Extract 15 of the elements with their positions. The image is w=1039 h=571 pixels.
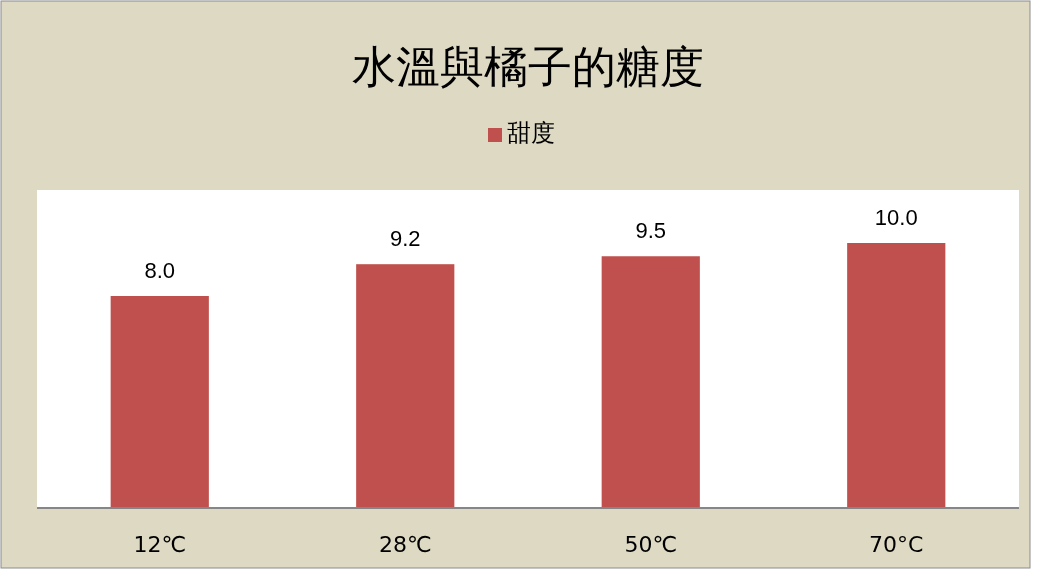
- bar: [847, 243, 946, 508]
- x-tick-label: 70°C: [869, 532, 924, 557]
- data-label: 9.5: [635, 218, 667, 244]
- chart-title: 水溫與橘子的糖度: [352, 41, 704, 92]
- legend: 甜度: [488, 119, 555, 147]
- x-tick-label: 50℃: [624, 532, 678, 557]
- x-tick-label: 28℃: [378, 532, 432, 557]
- data-label: 9.2: [389, 226, 421, 252]
- bar: [110, 296, 209, 508]
- bar: [356, 264, 455, 508]
- data-label: 10.0: [874, 205, 918, 230]
- legend-label: 甜度: [507, 119, 555, 147]
- x-tick-label: 12℃: [133, 532, 187, 557]
- bar: [601, 256, 700, 508]
- data-label: 8.0: [144, 258, 176, 283]
